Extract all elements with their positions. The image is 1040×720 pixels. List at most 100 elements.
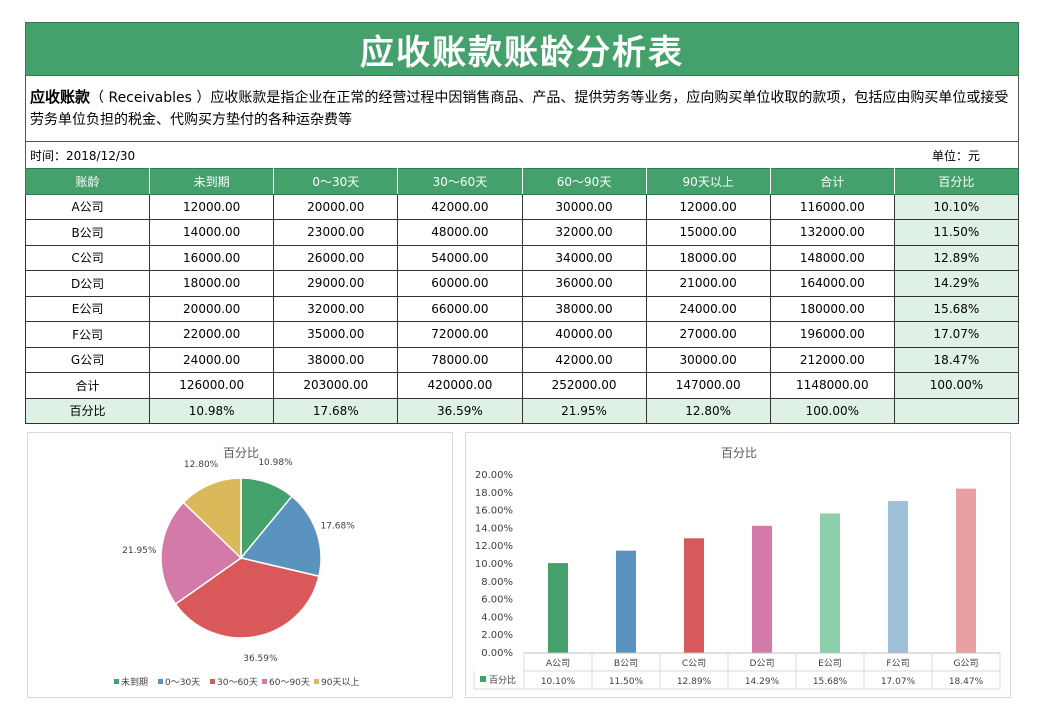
table-cell[interactable]: 54000.00 xyxy=(397,244,523,271)
table-cell[interactable]: 24000.00 xyxy=(149,346,275,373)
table-cell[interactable]: 60000.00 xyxy=(397,270,523,297)
table-cell[interactable]: 36000.00 xyxy=(521,270,647,297)
table-cell[interactable]: 32000.00 xyxy=(273,295,399,322)
table-cell[interactable]: 17.07% xyxy=(893,321,1020,348)
table-cell[interactable]: 18000.00 xyxy=(645,244,771,271)
table-cell[interactable]: 36.59% xyxy=(397,397,523,424)
table-cell[interactable]: B公司 xyxy=(24,219,151,246)
table-cell[interactable]: 100.00% xyxy=(893,372,1020,399)
table-cell[interactable]: 38000.00 xyxy=(273,346,399,373)
bar[interactable] xyxy=(752,525,772,653)
table-cell[interactable]: 42000.00 xyxy=(397,193,523,220)
table-cell[interactable]: 12000.00 xyxy=(149,193,275,220)
table-cell[interactable]: 35000.00 xyxy=(273,321,399,348)
bar[interactable] xyxy=(820,513,840,653)
column-header[interactable]: 合计 xyxy=(769,168,895,195)
table-cell[interactable]: 14000.00 xyxy=(149,219,275,246)
table-cell[interactable]: 12.80% xyxy=(645,397,771,424)
table-cell[interactable]: 126000.00 xyxy=(149,372,275,399)
table-cell[interactable]: 17.68% xyxy=(273,397,399,424)
pie-slice[interactable] xyxy=(239,495,322,578)
table-cell[interactable]: 78000.00 xyxy=(397,346,523,373)
table-cell[interactable]: 48000.00 xyxy=(397,219,523,246)
table-cell[interactable]: 12000.00 xyxy=(645,193,771,220)
table-cell[interactable]: 164000.00 xyxy=(769,270,895,297)
table-cell[interactable]: 252000.00 xyxy=(521,372,647,399)
table-cell[interactable]: 20000.00 xyxy=(149,295,275,322)
table-cell[interactable]: 196000.00 xyxy=(769,321,895,348)
table-cell[interactable]: 21000.00 xyxy=(645,270,771,297)
table-cell[interactable]: 百分比 xyxy=(24,397,151,424)
table-cell[interactable]: 203000.00 xyxy=(273,372,399,399)
x-category-label: A公司 xyxy=(546,658,570,669)
table-cell[interactable]: E公司 xyxy=(24,295,151,322)
table-cell[interactable]: 420000.00 xyxy=(397,372,523,399)
table-cell[interactable]: G公司 xyxy=(24,346,151,373)
table-cell[interactable]: 100.00% xyxy=(769,397,895,424)
table-cell[interactable]: 10.10% xyxy=(893,193,1020,220)
table-cell[interactable]: 32000.00 xyxy=(521,219,647,246)
bar[interactable] xyxy=(684,538,704,653)
table-cell[interactable]: 10.98% xyxy=(149,397,275,424)
pie-chart-panel[interactable]: 百分比 10.98% 17.68% 36.59% 21.95% 12.80% 未到期 0～30… xyxy=(27,432,453,698)
table-cell[interactable]: 18000.00 xyxy=(149,270,275,297)
table-cell[interactable]: 212000.00 xyxy=(769,346,895,373)
pie-slice[interactable] xyxy=(174,557,320,639)
table-cell[interactable]: 23000.00 xyxy=(273,219,399,246)
table-cell[interactable]: 30000.00 xyxy=(645,346,771,373)
table-cell[interactable]: 27000.00 xyxy=(645,321,771,348)
table-cell[interactable]: F公司 xyxy=(24,321,151,348)
table-cell[interactable]: 148000.00 xyxy=(769,244,895,271)
column-header[interactable]: 90天以上 xyxy=(645,168,771,195)
table-cell[interactable]: 132000.00 xyxy=(769,219,895,246)
pie-title: 百分比 xyxy=(223,446,259,460)
column-header[interactable]: 未到期 xyxy=(149,168,275,195)
table-cell[interactable]: 11.50% xyxy=(893,219,1020,246)
column-header[interactable]: 百分比 xyxy=(893,168,1020,195)
column-header[interactable]: 0～30天 xyxy=(273,168,399,195)
table-cell[interactable]: D公司 xyxy=(24,270,151,297)
table-cell[interactable]: 116000.00 xyxy=(769,193,895,220)
table-cell[interactable]: 16000.00 xyxy=(149,244,275,271)
bar-chart-panel[interactable]: 百分比 0.00% 2.00% 4.00% 6.00% 8.00% 10.00% 12.00%… xyxy=(465,432,1011,698)
table-cell[interactable]: C公司 xyxy=(24,244,151,271)
table-cell[interactable]: 18.47% xyxy=(893,346,1020,373)
table-cell[interactable]: 29000.00 xyxy=(273,270,399,297)
table-cell[interactable]: 40000.00 xyxy=(521,321,647,348)
table-cell[interactable]: 21.95% xyxy=(521,397,647,424)
y-tick-label: 6.00% xyxy=(481,595,513,606)
table-cell[interactable]: 15.68% xyxy=(893,295,1020,322)
bar[interactable] xyxy=(888,501,908,653)
table-cell[interactable]: 38000.00 xyxy=(521,295,647,322)
table-cell[interactable]: 66000.00 xyxy=(397,295,523,322)
table-cell[interactable]: 26000.00 xyxy=(273,244,399,271)
table-cell[interactable]: 14.29% xyxy=(893,270,1020,297)
table-cell[interactable]: 180000.00 xyxy=(769,295,895,322)
bar[interactable] xyxy=(616,550,636,653)
table-cell[interactable]: 22000.00 xyxy=(149,321,275,348)
y-tick-label: 14.00% xyxy=(475,523,513,534)
column-header[interactable]: 30～60天 xyxy=(397,168,523,195)
pie-slice[interactable] xyxy=(182,477,242,560)
pie-data-label: 21.95% xyxy=(122,546,157,556)
column-header[interactable]: 60～90天 xyxy=(521,168,647,195)
table-cell[interactable]: 1148000.00 xyxy=(769,372,895,399)
table-cell[interactable]: 12.89% xyxy=(893,244,1020,271)
table-cell[interactable]: 20000.00 xyxy=(273,193,399,220)
table-cell[interactable]: 30000.00 xyxy=(521,193,647,220)
bar[interactable] xyxy=(956,488,976,653)
table-cell[interactable]: 147000.00 xyxy=(645,372,771,399)
column-header[interactable]: 账龄 xyxy=(24,168,151,195)
legend-label: 未到期 xyxy=(121,676,148,688)
table-cell[interactable]: 合计 xyxy=(24,372,151,399)
table-cell[interactable]: A公司 xyxy=(24,193,151,220)
table-cell[interactable]: 15000.00 xyxy=(645,219,771,246)
bar[interactable] xyxy=(548,563,568,653)
table-cell[interactable]: 34000.00 xyxy=(521,244,647,271)
table-cell[interactable] xyxy=(893,397,1020,424)
table-cell[interactable]: 72000.00 xyxy=(397,321,523,348)
pie-slice[interactable] xyxy=(160,501,243,606)
table-cell[interactable]: 42000.00 xyxy=(521,346,647,373)
table-cell[interactable]: 24000.00 xyxy=(645,295,771,322)
page-title: 应收账款账龄分析表 xyxy=(25,22,1019,76)
